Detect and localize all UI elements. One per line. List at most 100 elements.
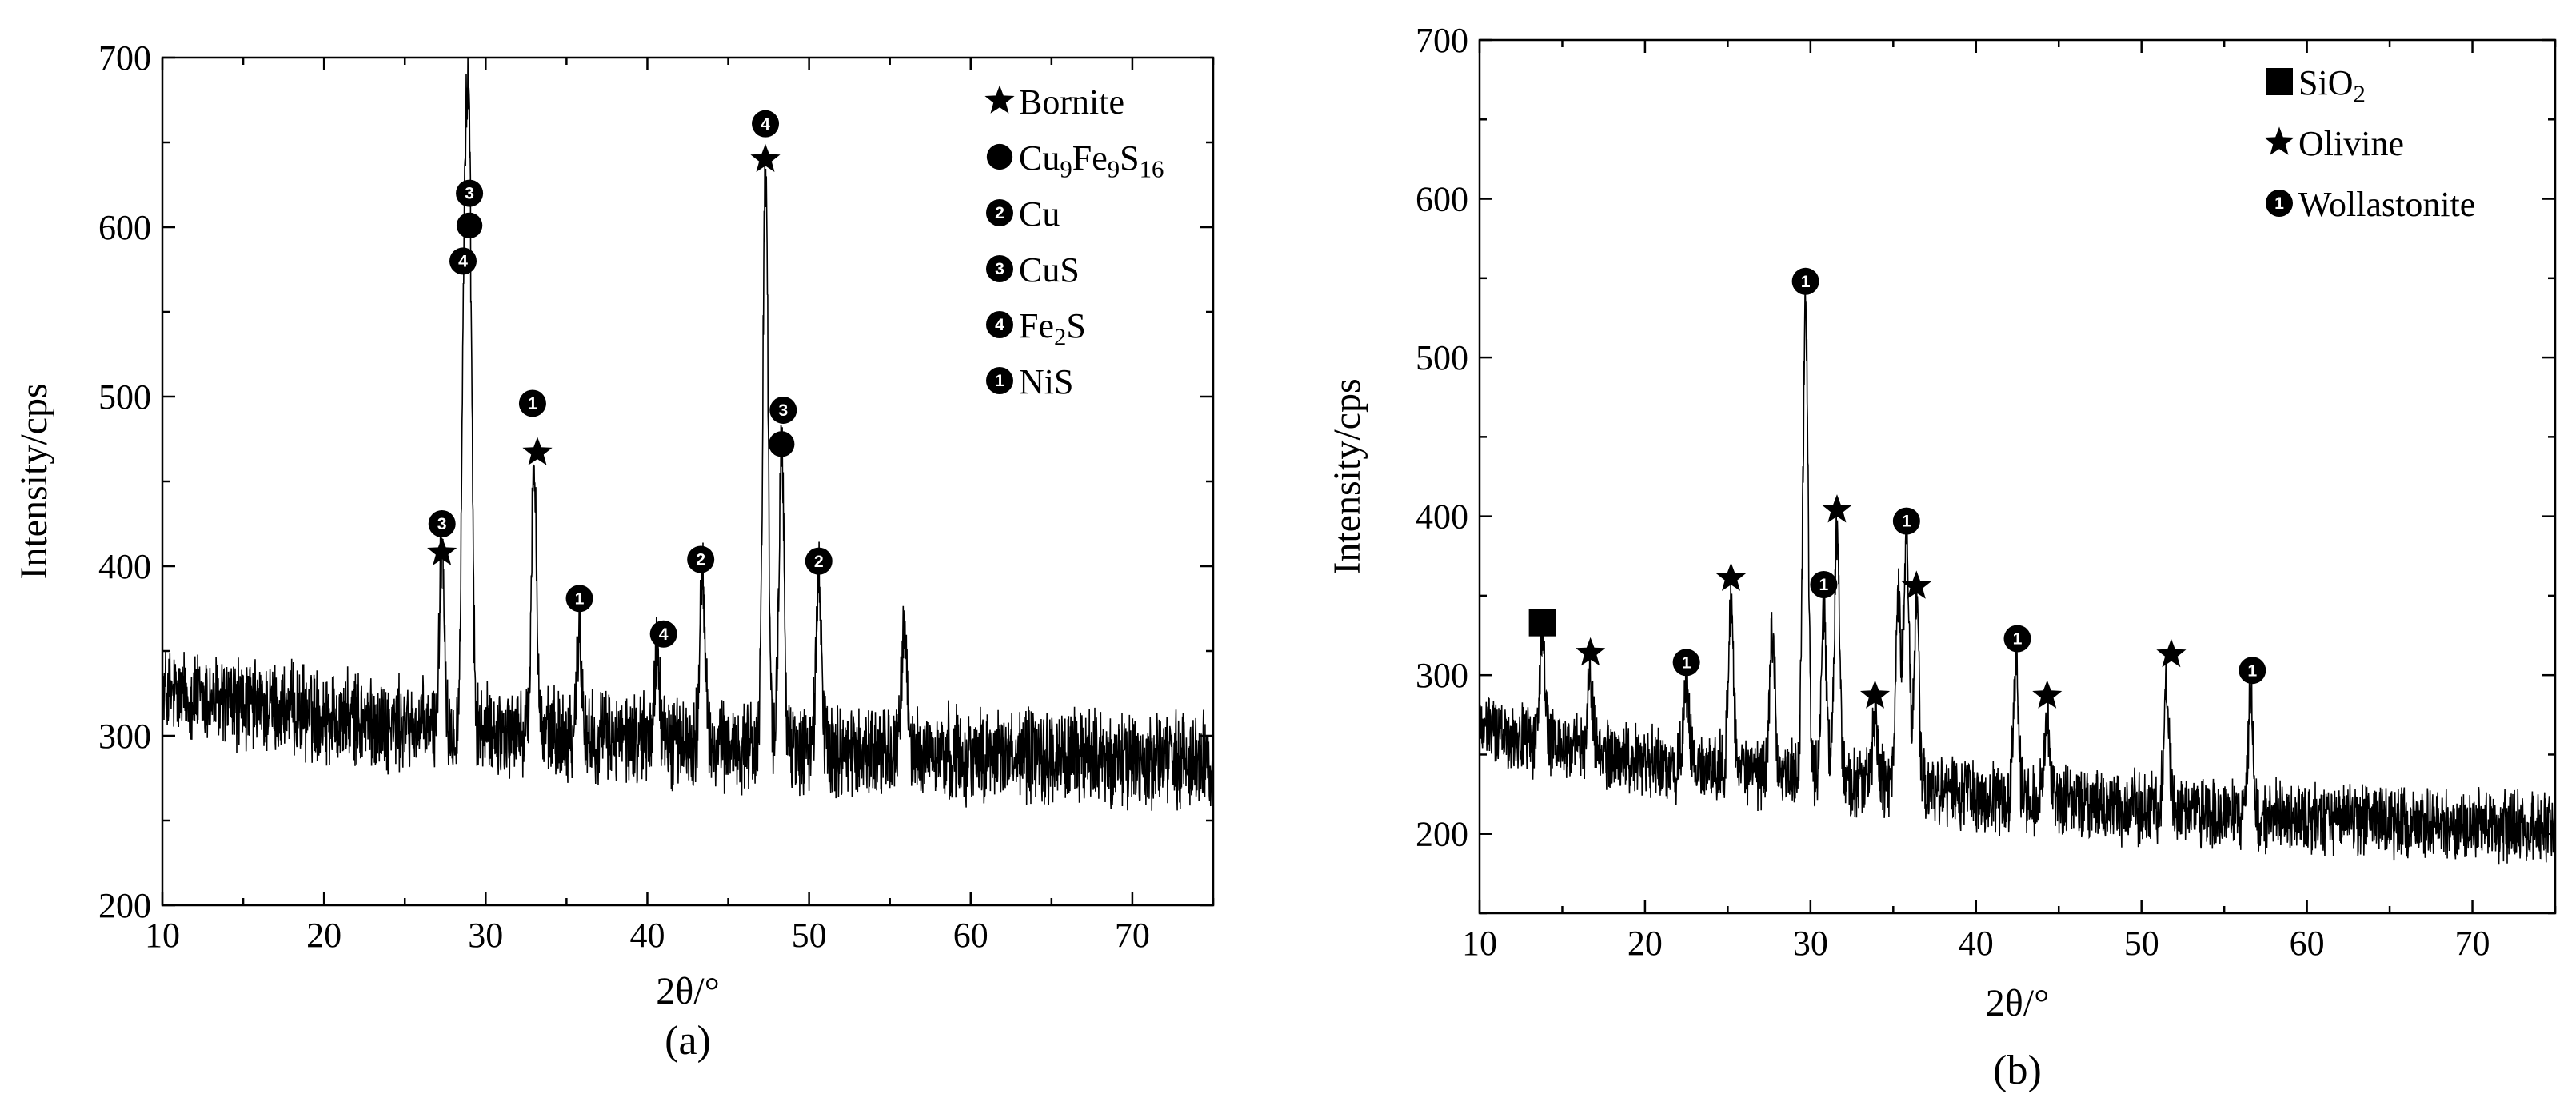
- svg-text:1: 1: [528, 394, 537, 413]
- svg-text:4: 4: [761, 114, 770, 134]
- legend-label: Olivine: [2298, 124, 2404, 163]
- svg-text:3: 3: [995, 259, 1004, 278]
- peak-marker-num-4: 4: [752, 110, 780, 138]
- svg-text:1: 1: [1682, 653, 1691, 672]
- y-tick-label: 500: [98, 377, 151, 417]
- y-tick-label: 600: [98, 208, 151, 247]
- plot-frame: [161, 56, 1215, 907]
- x-axis-label: 2θ/°: [656, 970, 720, 1012]
- legend: SiO2 Olivine 1 Wollastonite: [2264, 63, 2475, 224]
- svg-text:2: 2: [995, 203, 1004, 222]
- y-tick-label: 200: [98, 886, 151, 925]
- x-tick-label: 30: [1793, 924, 1828, 963]
- x-tick-label: 70: [1115, 916, 1150, 955]
- x-tick-label: 40: [1959, 924, 1994, 963]
- peak-marker-circle: [456, 212, 483, 239]
- peak-marker-num-1: 1: [2239, 657, 2266, 685]
- legend-marker-square: [2266, 68, 2293, 95]
- peak-marker-num-2: 2: [805, 547, 833, 575]
- legend-label: Fe2S: [1019, 306, 1086, 351]
- legend-label: SiO2: [2298, 63, 2366, 108]
- peak-marker-num-1: 1: [2003, 625, 2031, 653]
- legend-label: Bornite: [1019, 82, 1124, 122]
- peak-marker-num-1: 1: [1672, 649, 1700, 677]
- legend-marker-num-2: 2: [986, 199, 1013, 226]
- peak-marker-star: [1715, 562, 1747, 591]
- svg-text:1: 1: [575, 589, 585, 608]
- svg-text:3: 3: [437, 514, 447, 533]
- legend-marker-star: [984, 85, 1015, 114]
- y-tick-label: 300: [98, 717, 151, 756]
- svg-text:2: 2: [814, 552, 824, 571]
- x-tick-label: 20: [1627, 924, 1663, 963]
- peak-marker-star: [1901, 570, 1931, 599]
- svg-text:1: 1: [2013, 629, 2023, 649]
- xrd-trace: [1480, 279, 2555, 865]
- peak-marker-num-2: 2: [687, 545, 715, 573]
- y-tick-label: 300: [1416, 656, 1468, 695]
- peak-marker-star: [427, 537, 457, 565]
- legend-marker-circle: [986, 143, 1013, 170]
- peak-marker-square: [1528, 609, 1556, 637]
- peak-marker-num-3: 3: [769, 396, 797, 424]
- x-tick-label: 60: [953, 916, 988, 955]
- peak-marker-star: [2032, 680, 2063, 709]
- legend-label: Cu9Fe9S16: [1019, 138, 1164, 183]
- y-tick-label: 500: [1416, 338, 1468, 377]
- panel-a: 10 20 30 40 50 60 70 200 300 400 500 600 700 2θ/° Inte…: [13, 38, 1215, 1064]
- peak-markers: 1 1 1 1 1 1: [1528, 267, 2266, 709]
- svg-text:3: 3: [778, 401, 788, 420]
- svg-text:1: 1: [2247, 661, 2257, 680]
- xrd-trace: [162, 58, 1213, 811]
- peak-marker-num-1: 1: [1892, 507, 1920, 535]
- peak-marker-star: [750, 143, 781, 172]
- x-axis-label: 2θ/°: [1986, 982, 2050, 1024]
- svg-text:1: 1: [995, 371, 1004, 390]
- svg-text:1: 1: [1819, 575, 1828, 594]
- x-tick-label: 50: [2124, 924, 2159, 963]
- x-tick-label: 20: [306, 916, 341, 955]
- y-tick-label: 700: [98, 38, 151, 78]
- peak-marker-circle: [769, 431, 795, 457]
- peak-marker-star: [522, 437, 553, 465]
- legend-marker-star: [2264, 126, 2294, 155]
- peak-marker-star: [1860, 680, 1891, 709]
- svg-text:1: 1: [1801, 272, 1811, 291]
- peak-marker-num-1: 1: [1810, 571, 1838, 599]
- peak-marker-num-4: 4: [649, 620, 677, 648]
- x-tick-label: 30: [468, 916, 503, 955]
- peak-marker-num-3: 3: [456, 179, 484, 207]
- plot-frame: [1478, 38, 2557, 915]
- x-tick-label: 10: [145, 916, 180, 955]
- legend-marker-num-1: 1: [986, 367, 1013, 394]
- panel-caption: (a): [665, 1018, 711, 1064]
- svg-text:1: 1: [2274, 194, 2284, 213]
- svg-text:1: 1: [1902, 512, 1911, 531]
- x-tick-label: 60: [2290, 924, 2325, 963]
- x-tick-label: 10: [1462, 924, 1497, 963]
- peak-marker-num-1: 1: [1791, 267, 1819, 295]
- y-axis-label: Intensity/cps: [1326, 378, 1368, 574]
- svg-text:4: 4: [995, 315, 1004, 334]
- y-tick-label: 700: [1416, 21, 1468, 60]
- svg-text:4: 4: [458, 252, 468, 271]
- svg-text:2: 2: [696, 550, 705, 569]
- peak-marker-num-1: 1: [518, 389, 546, 417]
- peak-marker-num-4: 4: [449, 247, 477, 275]
- x-tick-label: 40: [629, 916, 665, 955]
- svg-text:4: 4: [659, 625, 669, 644]
- legend-marker-num-1: 1: [2266, 190, 2293, 217]
- legend-label: CuS: [1019, 250, 1080, 289]
- legend: Bornite Cu9Fe9S16 2 Cu 3 CuS 4 Fe2S 1 NiS: [984, 82, 1164, 401]
- panel-b: 10 20 30 40 50 60 70 200 300 400 500 600 700 2θ/° Inte…: [1326, 21, 2557, 1093]
- x-tick-label: 70: [2455, 924, 2490, 963]
- legend-marker-num-3: 3: [986, 255, 1013, 282]
- panel-caption: (b): [1993, 1048, 2042, 1093]
- peak-marker-star: [2156, 638, 2187, 668]
- legend-label: Cu: [1019, 194, 1060, 234]
- peak-markers: 3 4 3 1 1 4 2 4 3 2: [427, 110, 833, 648]
- y-tick-label: 400: [98, 547, 151, 586]
- peak-marker-num-3: 3: [428, 510, 456, 537]
